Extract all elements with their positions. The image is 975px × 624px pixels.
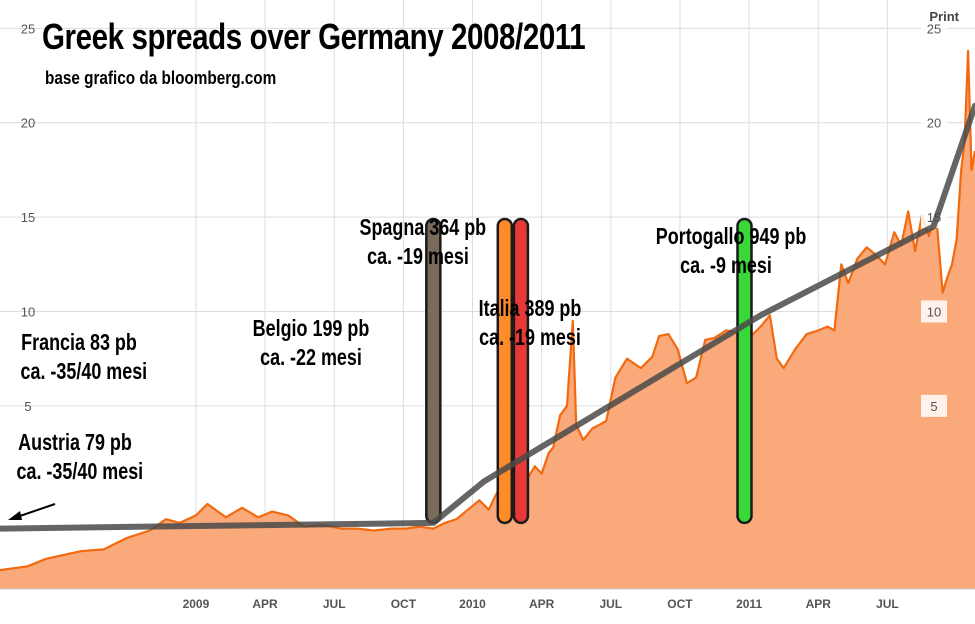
annotation-italia-spread: Italia 389 pb <box>478 295 582 321</box>
right-tick-bg-5 <box>921 394 947 417</box>
x-tick-label-5: APR <box>529 597 555 611</box>
marker-bar-spagna <box>496 217 514 525</box>
right-tick-bg-20 <box>921 111 947 134</box>
x-tick-label-7: OCT <box>667 597 693 611</box>
annotation-austria: Austria 79 pb ca. -35/40 mesi <box>16 428 144 486</box>
left-tick-label-5: 5 <box>24 399 31 414</box>
right-tick-label-5: 5 <box>930 399 937 414</box>
annotation-francia-months: ca. -35/40 mesi <box>20 358 148 384</box>
annotation-francia: Francia 83 pb ca. -35/40 mesi <box>20 328 148 386</box>
annotation-belgio-months: ca. -22 mesi <box>260 344 362 370</box>
x-tick-label-1: APR <box>252 597 278 611</box>
arrow-head <box>8 511 22 520</box>
x-tick-label-4: 2010 <box>459 597 486 611</box>
x-tick-label-2: JUL <box>323 597 346 611</box>
annotation-spagna-spread: Spagna 364 pb <box>359 214 487 240</box>
right-tick-bg-10 <box>921 300 947 323</box>
x-tick-label-6: JUL <box>599 597 622 611</box>
right-tick-bg-25 <box>921 17 947 40</box>
spread-line <box>0 49 975 572</box>
annotation-austria-spread: Austria 79 pb <box>18 429 132 455</box>
annotation-italia-months: ca. -19 mesi <box>479 324 581 350</box>
marker-bar-italia <box>512 217 530 525</box>
annotation-spagna-months: ca. -19 mesi <box>367 243 469 269</box>
trend-line <box>0 102 975 532</box>
x-tick-label-8: 2011 <box>736 597 762 611</box>
x-tick-label-9: APR <box>806 597 832 611</box>
annotation-italia: Italia 389 pb ca. -19 mesi <box>472 294 589 352</box>
x-tick-label-10: JUL <box>876 597 899 611</box>
left-tick-label-25: 25 <box>21 21 35 36</box>
marker-bar-portogallo <box>736 217 753 525</box>
x-axis-band <box>0 589 975 624</box>
annotation-belgio: Belgio 199 pb ca. -22 mesi <box>253 314 370 372</box>
x-tick-label-0: 2009 <box>183 597 210 611</box>
annotation-spagna: Spagna 364 pb ca. -19 mesi <box>359 213 487 271</box>
left-tick-label-10: 10 <box>21 304 35 319</box>
x-tick-label-3: OCT <box>391 597 417 611</box>
print-button[interactable]: Print <box>929 9 959 24</box>
annotation-portogallo-months: ca. -9 mesi <box>680 252 772 278</box>
annotation-belgio-spread: Belgio 199 pb <box>252 315 370 341</box>
annotation-portogallo-spread: Portogallo 949 pb <box>655 223 807 249</box>
spread-area <box>0 51 975 589</box>
chart-subtitle: base grafico da bloomberg.com <box>45 68 277 88</box>
right-tick-label-10: 10 <box>927 304 941 319</box>
annotation-austria-months: ca. -35/40 mesi <box>16 458 144 484</box>
annotation-francia-spread: Francia 83 pb <box>21 329 137 355</box>
chart-title: Greek spreads over Germany 2008/2011 <box>42 16 586 57</box>
left-tick-label-20: 20 <box>21 116 35 131</box>
left-tick-label-15: 15 <box>21 210 35 225</box>
right-tick-label-20: 20 <box>927 116 941 131</box>
right-tick-label-25: 25 <box>927 21 941 36</box>
annotation-portogallo: Portogallo 949 pb ca. -9 mesi <box>655 222 807 280</box>
